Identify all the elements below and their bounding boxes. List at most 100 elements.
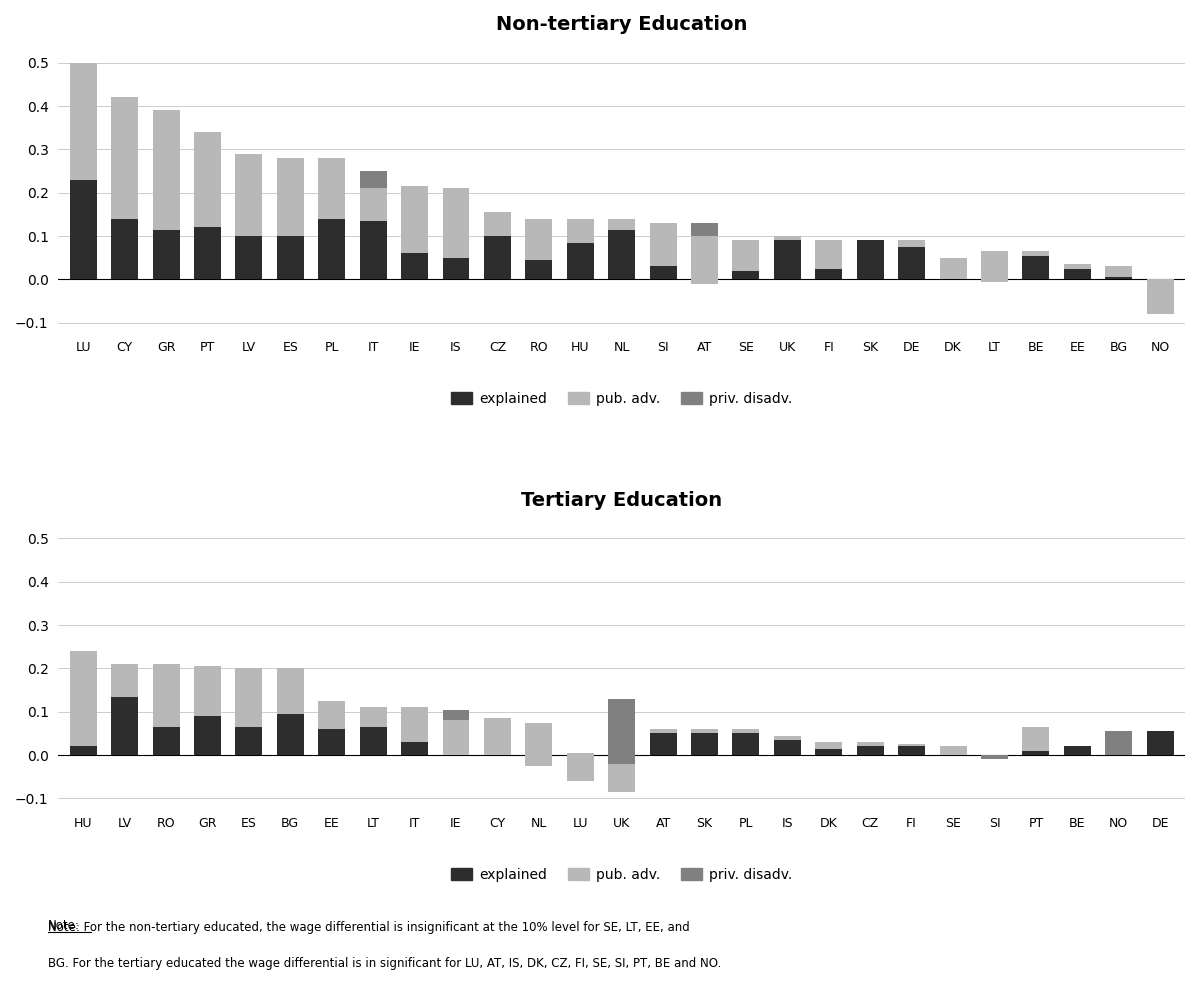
Bar <box>70 651 97 746</box>
Bar <box>194 227 221 280</box>
Bar <box>815 269 842 280</box>
Text: Note:: Note: <box>48 919 80 932</box>
Bar <box>940 258 966 280</box>
Bar <box>235 727 263 755</box>
Bar <box>732 240 760 271</box>
Bar <box>898 744 925 746</box>
Bar <box>1105 731 1132 755</box>
Bar <box>774 735 800 740</box>
Bar <box>649 733 677 755</box>
Bar <box>112 664 138 697</box>
Bar <box>774 240 800 280</box>
Bar <box>691 729 718 733</box>
Bar <box>649 729 677 733</box>
Bar <box>401 253 428 280</box>
Bar <box>443 258 469 280</box>
Bar <box>608 699 635 764</box>
Bar <box>1105 746 1132 755</box>
Bar <box>608 229 635 280</box>
Bar <box>732 733 760 755</box>
Bar <box>277 669 304 714</box>
Bar <box>691 280 718 284</box>
Bar <box>277 236 304 280</box>
Bar <box>401 707 428 742</box>
Bar <box>194 666 221 716</box>
Bar <box>70 746 97 755</box>
Bar <box>318 158 346 218</box>
Bar <box>566 218 594 243</box>
Bar <box>1064 746 1091 755</box>
Bar <box>235 669 263 727</box>
Bar <box>277 714 304 755</box>
Bar <box>1147 280 1174 314</box>
Title: Non-tertiary Education: Non-tertiary Education <box>496 15 748 34</box>
Bar <box>360 727 386 755</box>
Bar <box>982 755 1008 757</box>
Bar <box>318 729 346 755</box>
Bar <box>526 218 552 260</box>
Bar <box>1147 731 1174 755</box>
Bar <box>194 716 221 755</box>
Bar <box>815 742 842 749</box>
Bar <box>732 271 760 280</box>
Bar <box>484 236 511 280</box>
Bar <box>152 664 180 727</box>
Bar <box>898 247 925 280</box>
Bar <box>526 755 552 766</box>
Title: Tertiary Education: Tertiary Education <box>521 491 722 510</box>
Bar <box>815 240 842 269</box>
Bar <box>443 189 469 258</box>
Bar <box>982 251 1008 280</box>
Bar <box>360 707 386 727</box>
Bar <box>608 764 635 791</box>
Bar <box>566 243 594 280</box>
Bar <box>857 240 883 280</box>
Bar <box>774 735 800 755</box>
Bar <box>691 236 718 284</box>
Bar <box>649 267 677 280</box>
Bar <box>360 221 386 280</box>
Text: BG. For the tertiary educated the wage differential is in significant for LU, AT: BG. For the tertiary educated the wage d… <box>48 957 721 970</box>
Bar <box>484 718 511 755</box>
Bar <box>360 171 386 189</box>
Bar <box>1105 746 1132 755</box>
Bar <box>1022 727 1049 751</box>
Bar <box>774 236 800 240</box>
Bar <box>484 212 511 236</box>
Bar <box>235 154 263 236</box>
Bar <box>526 260 552 280</box>
Bar <box>194 132 221 227</box>
Bar <box>691 733 718 755</box>
Bar <box>443 709 469 720</box>
Bar <box>70 63 97 180</box>
Bar <box>1105 267 1132 278</box>
Bar <box>815 749 842 755</box>
Bar <box>401 187 428 253</box>
Bar <box>566 753 594 782</box>
Bar <box>112 218 138 280</box>
Bar <box>608 755 635 791</box>
Bar <box>1105 278 1132 280</box>
Bar <box>898 746 925 755</box>
Bar <box>982 755 1008 760</box>
Bar <box>235 236 263 280</box>
Bar <box>1022 251 1049 256</box>
Bar <box>1022 251 1049 280</box>
Bar <box>940 746 966 755</box>
Bar <box>898 240 925 247</box>
Bar <box>1064 264 1091 269</box>
Bar <box>443 720 469 755</box>
Bar <box>152 111 180 229</box>
Bar <box>112 697 138 755</box>
Bar <box>1022 727 1049 755</box>
Bar <box>318 700 346 729</box>
Bar <box>857 746 883 755</box>
Bar <box>112 98 138 218</box>
Bar <box>1064 269 1091 280</box>
Text: Note: For the non-tertiary educated, the wage differential is insignificant at t: Note: For the non-tertiary educated, the… <box>48 921 690 934</box>
Bar <box>691 223 718 236</box>
Bar <box>649 223 677 267</box>
Bar <box>152 229 180 280</box>
Bar <box>152 727 180 755</box>
Bar <box>401 742 428 755</box>
